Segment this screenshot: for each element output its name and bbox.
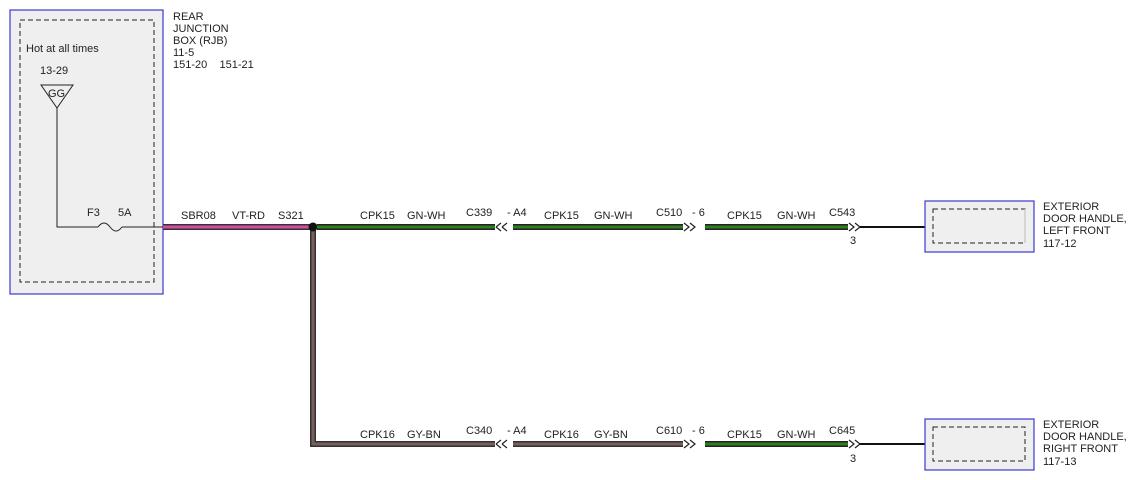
- splice-s321-dot: [308, 222, 318, 232]
- splice-label: S321: [278, 210, 304, 222]
- wire-top-2-color: GN-WH: [594, 210, 633, 222]
- wire-top-3-circuit: CPK15: [727, 210, 762, 222]
- connector-c340-name: C340: [466, 425, 492, 437]
- wire-bot-1-labels: CPK16 GY-BN: [360, 429, 441, 441]
- left-front-line-1: EXTERIOR: [1043, 201, 1099, 213]
- wire-bot-1-circuit: CPK16: [360, 429, 395, 441]
- wire-top-2: CPK15 GN-WH: [513, 210, 683, 230]
- connector-c645: C645 3: [829, 425, 933, 465]
- wire-top-2-circuit: CPK15: [544, 210, 579, 222]
- wire-top-3-color: GN-WH: [777, 210, 816, 222]
- connector-c510-pin: - 6: [692, 207, 705, 219]
- wire-bot-3: CPK15 GN-WH: [705, 429, 848, 447]
- rear-junction-box: Hot at all times 13-29 GG F3 5A: [9, 9, 164, 295]
- rjb-title: REAR JUNCTION BOX (RJB) 11-5 151-20 151-…: [173, 11, 254, 71]
- connector-c340: C340 - A4: [466, 425, 527, 449]
- connector-c339-pin: - A4: [507, 207, 527, 219]
- connector-c510: C510 - 6: [656, 207, 705, 232]
- connector-c510-name: C510: [656, 207, 682, 219]
- left-front-line-2: DOOR HANDLE,: [1043, 213, 1127, 225]
- wire-top-1: CPK15 GN-WH: [317, 210, 495, 230]
- left-front-line-3: LEFT FRONT: [1043, 225, 1111, 237]
- left-front-ref: 117-12: [1043, 238, 1076, 250]
- connector-c610: C610 - 6: [656, 425, 705, 449]
- component-left-front-door-handle: EXTERIOR DOOR HANDLE, LEFT FRONT 117-12: [924, 200, 1127, 253]
- rjb-title-line-1: REAR: [173, 11, 204, 23]
- bus-ref-label: 13-29: [40, 65, 68, 77]
- right-front-line-1: EXTERIOR: [1043, 419, 1099, 431]
- wire-sbr08-circuit: SBR08: [181, 210, 216, 222]
- rjb-title-line-2: JUNCTION: [173, 23, 229, 35]
- wire-bot-3-color: GN-WH: [777, 429, 816, 441]
- wire-bot-2-color: GY-BN: [594, 429, 628, 441]
- wire-bot-3-circuit: CPK15: [727, 429, 762, 441]
- connector-c543-name: C543: [829, 207, 855, 219]
- connector-c610-pin: - 6: [692, 425, 705, 437]
- connector-c543: C543 3: [829, 207, 933, 247]
- bus-label: GG: [48, 88, 65, 100]
- fuse-rating: 5A: [118, 207, 132, 219]
- right-front-line-2: DOOR HANDLE,: [1043, 431, 1127, 443]
- rjb-ref-1: 11-5: [173, 47, 194, 59]
- fuse-icon: [97, 222, 123, 232]
- wire-bot-1-color: GY-BN: [407, 429, 441, 441]
- wire-top-3: CPK15 GN-WH: [705, 210, 848, 230]
- connector-c339-name: C339: [466, 207, 492, 219]
- rjb-ref-2: 151-20 151-21: [173, 59, 254, 71]
- wire-sbr08: SBR08 VT-RD: [163, 210, 313, 230]
- wire-top-1-circuit: CPK15: [360, 210, 395, 222]
- wire-top-1-color: GN-WH: [407, 210, 446, 222]
- connector-c645-name: C645: [829, 425, 855, 437]
- connector-c340-pin: - A4: [507, 425, 527, 437]
- connector-c610-name: C610: [656, 425, 682, 437]
- wire-cpk16-drop: [310, 227, 495, 447]
- right-front-line-3: RIGHT FRONT: [1043, 443, 1118, 455]
- fuse-name: F3: [87, 207, 100, 219]
- bus-triangle-icon: [40, 84, 74, 109]
- connector-c645-pin: 3: [850, 453, 856, 465]
- rjb-title-line-3: BOX (RJB): [173, 35, 227, 47]
- component-right-front-door-handle: EXTERIOR DOOR HANDLE, RIGHT FRONT 117-13: [924, 418, 1127, 471]
- right-front-ref: 117-13: [1043, 456, 1076, 468]
- wire-bot-2-circuit: CPK16: [544, 429, 579, 441]
- hot-at-all-times-label: Hot at all times: [26, 43, 99, 55]
- connector-c543-pin: 3: [850, 235, 856, 247]
- wire-bot-2: CPK16 GY-BN: [513, 429, 683, 447]
- connector-c339: C339 - A4: [466, 207, 527, 232]
- wire-sbr08-color: VT-RD: [232, 210, 265, 222]
